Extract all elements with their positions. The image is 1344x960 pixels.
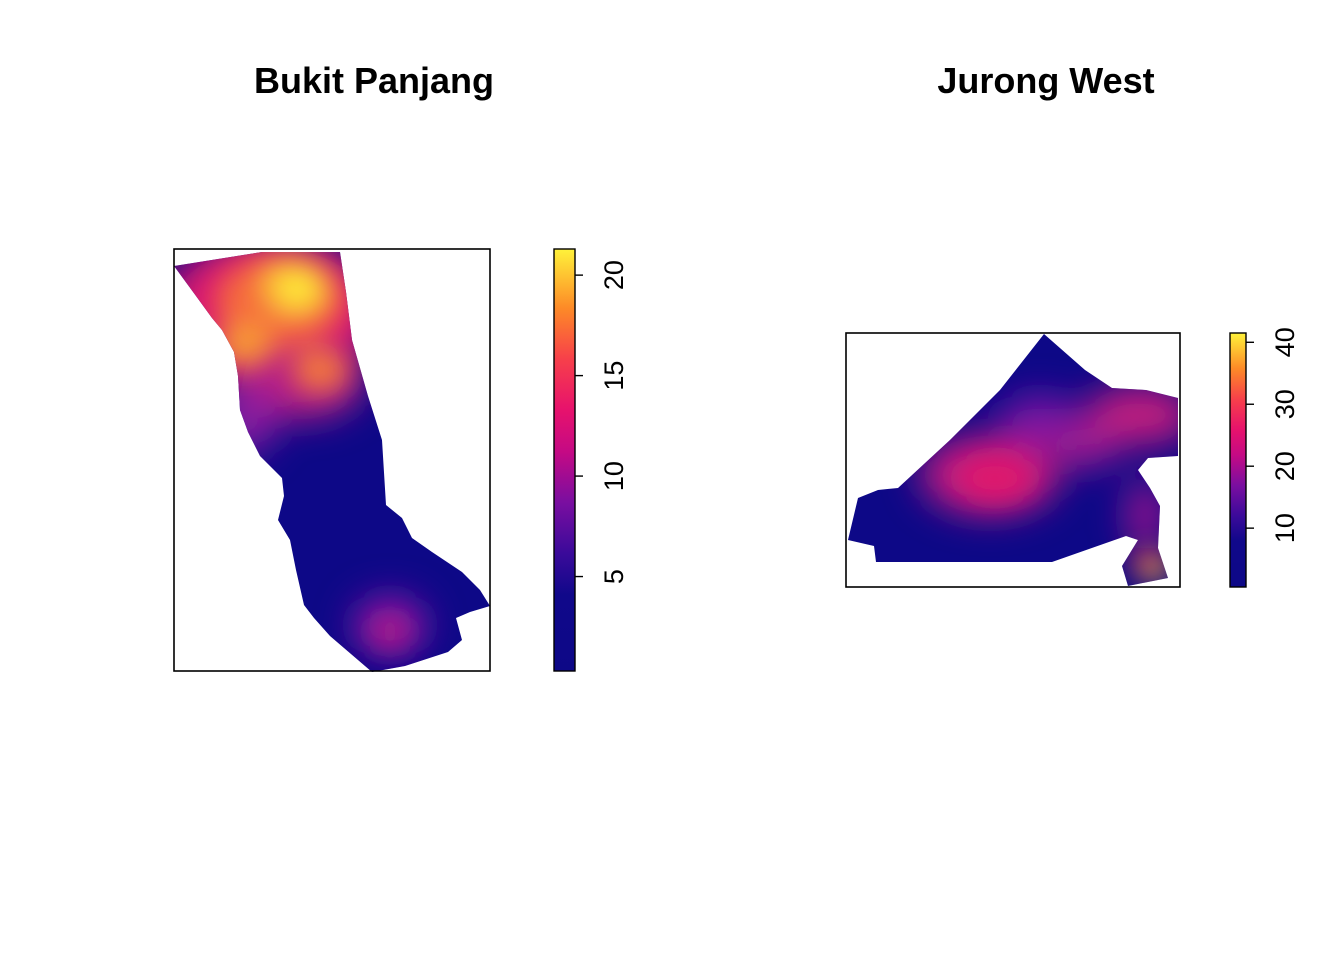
heat-blob bbox=[1050, 423, 1120, 467]
heat-blob bbox=[1085, 385, 1178, 445]
heat-blob bbox=[215, 385, 275, 455]
colorbar bbox=[553, 248, 576, 672]
panel-bukit-panjang: Bukit Panjang bbox=[173, 60, 629, 672]
colorbar-tick-label: 15 bbox=[599, 361, 629, 391]
colorbar-ticks: 5 10 15 20 bbox=[575, 260, 629, 584]
plot-frame bbox=[845, 332, 1181, 588]
heat-blob bbox=[957, 456, 1033, 500]
colorbar-tick-label: 10 bbox=[599, 461, 629, 491]
colorbar-tick-label: 30 bbox=[1270, 389, 1300, 419]
colorbar-tick-label: 40 bbox=[1270, 327, 1300, 357]
panel-title: Jurong West bbox=[937, 60, 1154, 101]
heat-blob bbox=[1127, 480, 1163, 550]
plot-frame bbox=[173, 248, 491, 672]
colorbar bbox=[1229, 332, 1247, 588]
colorbar-tick-label: 5 bbox=[599, 569, 629, 584]
panel-title: Bukit Panjang bbox=[254, 60, 494, 101]
colorbar-bukit-panjang: 5 10 15 20 bbox=[553, 248, 629, 672]
heat-blob bbox=[1148, 564, 1168, 580]
heat-blob bbox=[292, 348, 348, 392]
heatmap-bukit-panjang bbox=[174, 252, 490, 672]
colorbar-tick-label: 20 bbox=[1270, 451, 1300, 481]
heat-blob bbox=[370, 616, 410, 648]
colorbar-ticks: 10 20 30 40 bbox=[1246, 327, 1300, 543]
heat-blob bbox=[280, 274, 316, 306]
colorbar-jurong-west: 10 20 30 40 bbox=[1229, 327, 1300, 588]
heat-blob bbox=[217, 323, 273, 367]
heatmap-jurong-west bbox=[848, 334, 1178, 586]
colorbar-tick-label: 20 bbox=[599, 260, 629, 290]
colorbar-tick-label: 10 bbox=[1270, 513, 1300, 543]
